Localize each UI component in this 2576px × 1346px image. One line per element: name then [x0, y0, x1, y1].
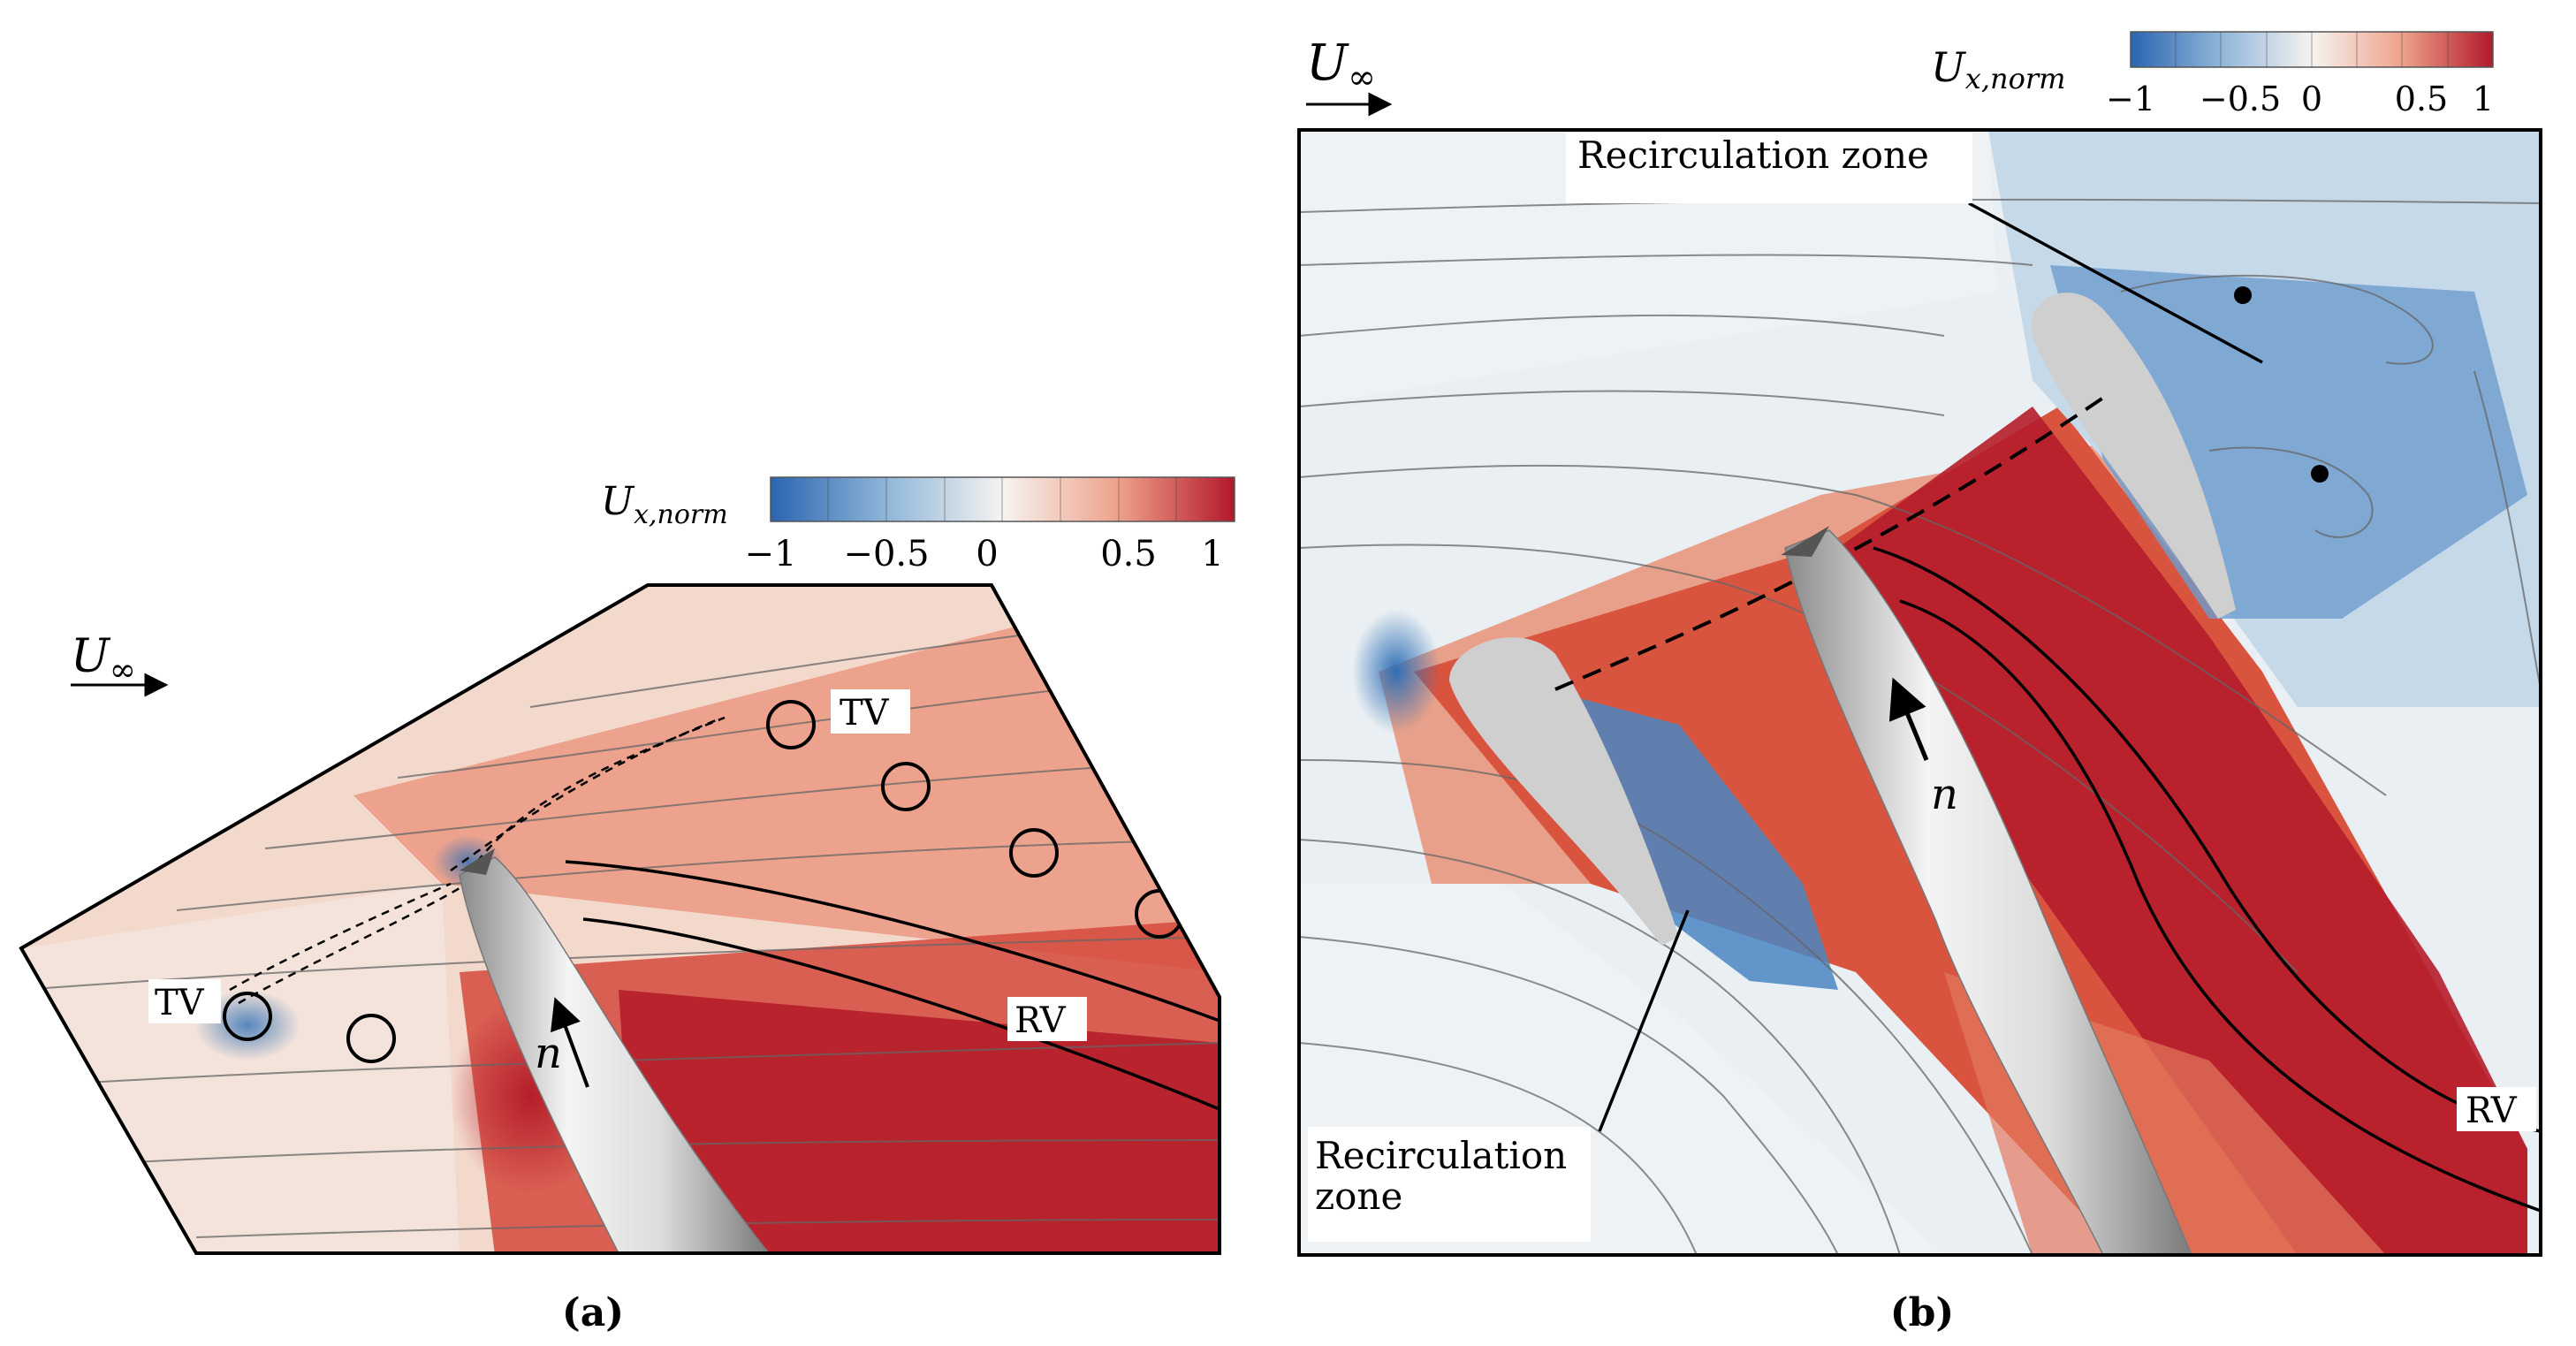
- flow-field-a: [21, 585, 1220, 1253]
- recirc-top-label-bg: [1566, 133, 1972, 203]
- freestream-b: U∞: [1306, 34, 1393, 117]
- tv-lower-label-bg: [148, 979, 221, 1023]
- recirc-bottom-label-line1: Recirculation: [1315, 1134, 1567, 1177]
- colorbar-b-label: Ux,norm: [1931, 43, 2066, 95]
- normal-label-b: n: [1931, 770, 1958, 819]
- colorbar-a-label: Ux,norm: [601, 479, 728, 530]
- recirc-bottom-label-line2: zone: [1315, 1175, 1402, 1218]
- caption-b: (b): [1890, 1290, 1954, 1335]
- colorbar-b-tick-2: 0: [2301, 80, 2322, 118]
- colorbar-b-tick-3: 0.5: [2395, 80, 2448, 118]
- domain-boundary-a: [19, 583, 1221, 1255]
- freestream-a: U∞: [71, 630, 169, 697]
- colorbar-a-tick-0: −1: [745, 534, 797, 574]
- normal-label-a: n: [535, 1029, 562, 1078]
- caption-a: (a): [562, 1290, 624, 1335]
- panel-a: Ux,norm −1 −0.5 0 0.5 1 U∞: [19, 476, 1235, 1335]
- colorbar-b: Ux,norm −1 −0.5 0 0.5 1: [1931, 31, 2494, 118]
- colorbar-b-tick-1: −0.5: [2200, 80, 2281, 118]
- rv-label-b: RV: [2466, 1091, 2518, 1131]
- svg-text:U∞: U∞: [71, 630, 136, 688]
- tv-upper-label-bg: [831, 689, 910, 734]
- panel-b: Ux,norm −1 −0.5 0 0.5 1 U∞: [1297, 31, 2542, 1335]
- colorbar-a-tick-1: −0.5: [843, 534, 929, 574]
- colorbar-a-tick-4: 1: [1201, 534, 1223, 574]
- recirc-bottom-label-bg: [1308, 1127, 1591, 1242]
- colorbar-a: Ux,norm −1 −0.5 0 0.5 1: [601, 476, 1235, 574]
- recirc-top-label: Recirculation zone: [1577, 133, 1929, 177]
- rv-label-b-bg: [2457, 1087, 2536, 1131]
- tv-lower-label: TV: [155, 983, 205, 1023]
- colorbar-a-tick-2: 0: [976, 534, 998, 574]
- colorbar-b-tick-4: 1: [2473, 80, 2494, 118]
- rv-label-a: RV: [1014, 1000, 1067, 1041]
- tv-upper-label: TV: [840, 693, 890, 734]
- colorbar-a-tick-3: 0.5: [1100, 534, 1157, 574]
- colorbar-b-tick-0: −1: [2106, 80, 2155, 118]
- svg-text:U∞: U∞: [1306, 34, 1376, 96]
- domain-boundary-b: [1297, 128, 2542, 1257]
- flow-field-b: [1299, 130, 2541, 1255]
- rv-label-a-bg: [1007, 997, 1087, 1041]
